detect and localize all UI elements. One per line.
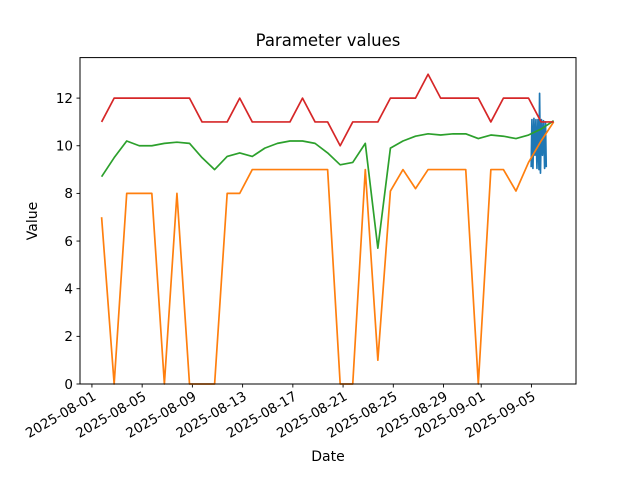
x-axis-label: Date — [311, 449, 344, 465]
y-tick-label: 12 — [56, 91, 73, 107]
y-tick-label: 6 — [64, 234, 73, 250]
axes-spines — [79, 57, 577, 385]
chart-title: Parameter values — [256, 31, 401, 50]
y-tick-label: 4 — [64, 282, 73, 298]
series-red-line — [100, 73, 554, 147]
plot-area: 2025-08-012025-08-052025-08-092025-08-13… — [23, 57, 577, 442]
y-tick-label: 0 — [64, 377, 73, 393]
y-axis-label: Value — [25, 202, 41, 240]
series-orange-line — [100, 121, 555, 385]
y-tick-label: 2 — [64, 329, 73, 345]
y-tick-label: 8 — [64, 186, 73, 202]
series-green-line — [100, 120, 555, 250]
y-tick-label: 10 — [56, 139, 73, 155]
